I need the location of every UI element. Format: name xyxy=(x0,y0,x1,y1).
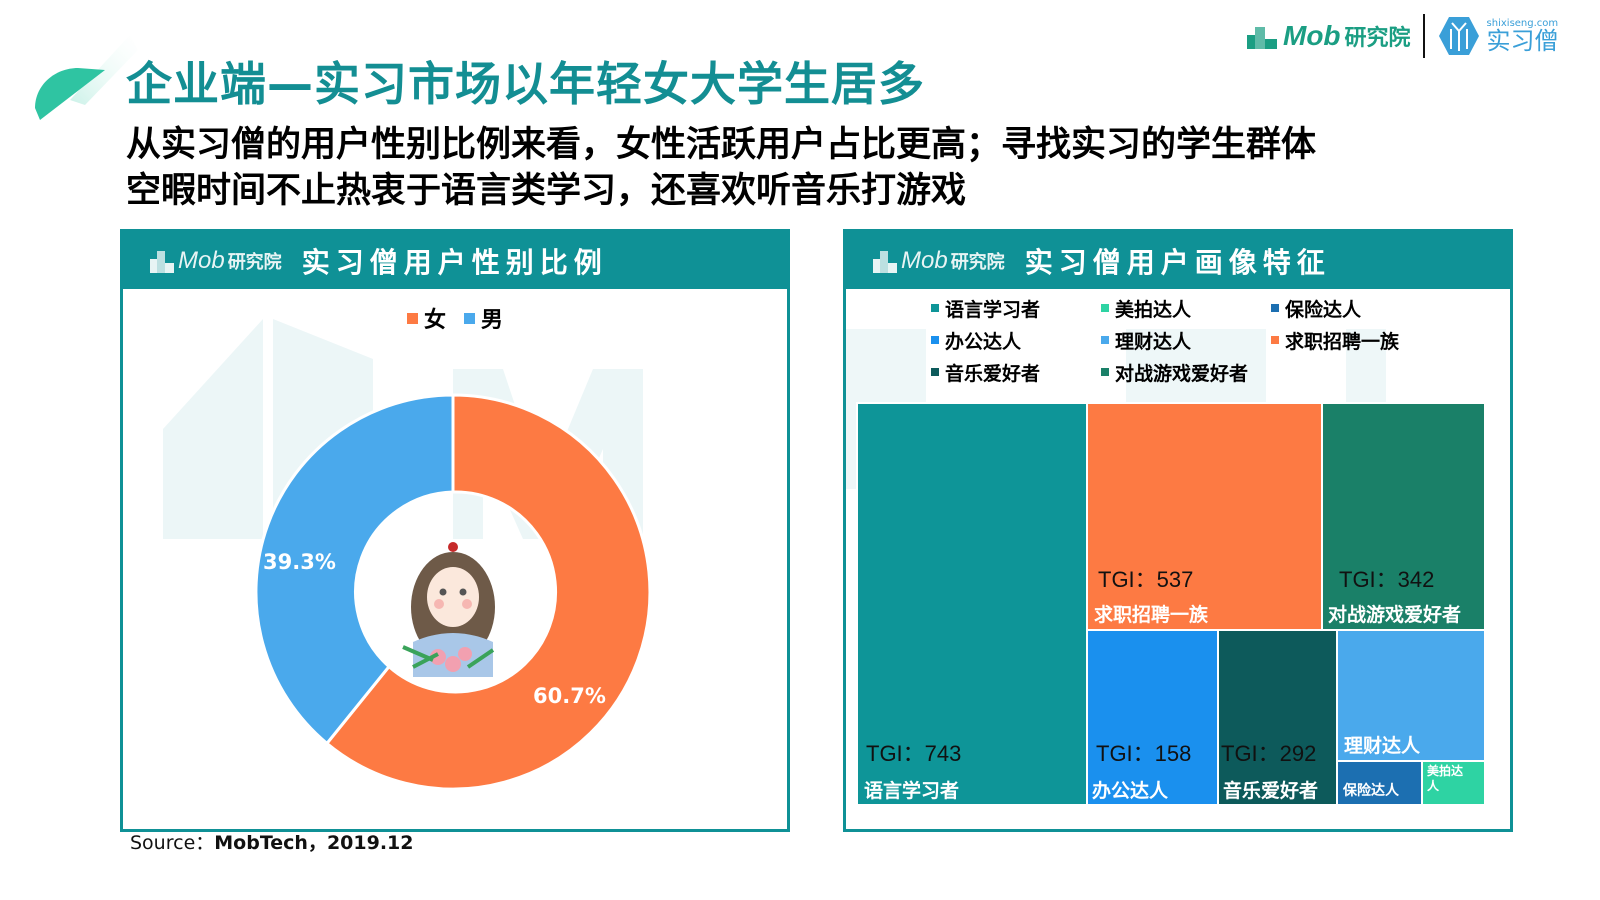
tile-name: 求职招聘一族 xyxy=(1094,604,1209,626)
tile-name: 语言学习者 xyxy=(864,780,960,802)
legend-swatch-female xyxy=(406,312,418,324)
legend-label: 对战游戏爱好者 xyxy=(1115,362,1249,385)
legend-item: 音乐爱好者 xyxy=(931,360,1101,385)
panel-header: Mob 研究院 实习僧用户画像特征 xyxy=(846,232,1510,289)
legend-item: 对战游戏爱好者 xyxy=(1101,360,1271,385)
legend-label: 男 xyxy=(481,308,504,333)
mob-logo: Mob 研究院 xyxy=(1245,20,1411,52)
legend-label: 办公达人 xyxy=(945,330,1022,353)
legend-label: 美拍达人 xyxy=(1115,298,1192,321)
female-percent-label: 60.7% xyxy=(533,684,606,708)
tile-tgi: TGI：743 xyxy=(866,741,962,766)
treemap-tile: TGI：292 音乐爱好者 xyxy=(1217,629,1338,806)
shixiseng-url: shixiseng.com xyxy=(1486,18,1559,29)
panel-mob-logo: Mob 研究院 xyxy=(149,247,282,275)
gender-ratio-panel: Mob 研究院 实习僧用户性别比例 女 男 xyxy=(120,229,790,832)
treemap-tile: 理财达人 xyxy=(1336,629,1486,762)
panel-mob-logo: Mob 研究院 xyxy=(872,247,1005,275)
legend-label: 语言学习者 xyxy=(945,298,1041,321)
panel-logo-cn: 研究院 xyxy=(227,251,282,273)
treemap-tile: TGI：743 语言学习者 xyxy=(856,402,1088,806)
logo-divider xyxy=(1422,14,1425,58)
donut-slice-female xyxy=(324,393,652,791)
treemap-legend: 语言学习者 美拍达人 保险达人 办公达人 理财达人 求职招聘一族 音乐爱好者 对… xyxy=(931,296,1471,385)
subtitle-line-2: 空暇时间不止热衷于语言类学习，还喜欢听音乐打游戏 xyxy=(126,171,967,211)
tile-name: 理财达人 xyxy=(1344,735,1421,757)
tile-tgi: TGI：537 xyxy=(1098,567,1194,592)
legend-item-female: 女 xyxy=(406,302,446,334)
shixiseng-name: 实习僧 xyxy=(1486,27,1559,55)
tile-name: 办公达人 xyxy=(1092,780,1169,802)
mob-building-icon xyxy=(873,250,897,273)
legend-label: 音乐爱好者 xyxy=(945,362,1041,385)
legend-swatch-male xyxy=(464,312,475,324)
panel-header: Mob 研究院 实习僧用户性别比例 xyxy=(123,232,787,289)
gender-legend: 女 男 xyxy=(123,302,787,334)
subtitle: 从实习僧的用户性别比例来看，女性活跃用户占比更高；寻找实习的学生群体 空暇时间不… xyxy=(126,122,1486,214)
legend-item: 办公达人 xyxy=(931,328,1101,353)
tile-tgi: TGI：158 xyxy=(1096,741,1192,766)
legend-item: 保险达人 xyxy=(1271,296,1471,321)
source-label: Source： xyxy=(130,832,215,854)
legend-item-male: 男 xyxy=(464,302,503,334)
subtitle-line-1: 从实习僧的用户性别比例来看，女性活跃用户占比更高；寻找实习的学生群体 xyxy=(126,125,1317,165)
legend-item: 求职招聘一族 xyxy=(1271,328,1471,353)
legend-item: 语言学习者 xyxy=(931,296,1101,321)
legend-label: 理财达人 xyxy=(1115,330,1192,353)
donut-slice-male xyxy=(254,393,455,746)
girl-illustration xyxy=(402,542,495,677)
shixiseng-hexagon-icon xyxy=(1438,17,1479,55)
tile-name: 音乐爱好者 xyxy=(1223,780,1319,802)
tile-tgi: TGI：292 xyxy=(1221,741,1317,766)
mob-logo-cn: 研究院 xyxy=(1344,26,1411,51)
mob-building-icon xyxy=(1247,27,1277,49)
brand-logos: Mob 研究院 shixiseng.com 实习僧 xyxy=(1245,12,1559,60)
tile-name: 保险达人 xyxy=(1343,783,1399,799)
legend-label: 求职招聘一族 xyxy=(1285,330,1400,353)
treemap-tile: TGI：537 求职招聘一族 xyxy=(1086,402,1323,631)
source-value: MobTech，2019.12 xyxy=(214,832,414,854)
tile-name: 美拍达人 xyxy=(1427,764,1464,793)
user-profile-treemap: TGI：743 语言学习者 TGI：537 求职招聘一族 TGI：342 对战游… xyxy=(856,402,1486,806)
legend-label: 女 xyxy=(423,308,446,333)
page-title: 企业端—实习市场以年轻女大学生居多 xyxy=(126,57,925,111)
tile-name: 对战游戏爱好者 xyxy=(1328,604,1462,626)
decorative-leaf-icon xyxy=(35,35,138,120)
mob-logo-text: Mob xyxy=(1283,20,1341,51)
panel-title: 实习僧用户性别比例 xyxy=(301,245,608,279)
legend-item: 美拍达人 xyxy=(1101,296,1271,321)
treemap-tile: TGI：158 办公达人 xyxy=(1086,629,1219,806)
male-percent-label: 39.3% xyxy=(263,550,336,574)
gender-donut-chart: 39.3% 60.7% xyxy=(253,392,653,792)
treemap-tile: 美拍达人 xyxy=(1421,760,1486,806)
panel-logo-text: Mob xyxy=(178,246,225,274)
panel-logo-text: Mob xyxy=(901,246,948,274)
panel-logo-cn: 研究院 xyxy=(950,251,1005,273)
mob-building-icon xyxy=(150,250,174,273)
source-note: Source：MobTech，2019.12 xyxy=(130,828,413,855)
legend-item: 理财达人 xyxy=(1101,328,1271,353)
treemap-tile: TGI：342 对战游戏爱好者 xyxy=(1321,402,1486,631)
user-profile-panel: Mob 研究院 实习僧用户画像特征 语言学习者 美拍达人 保险达人 办公达人 理… xyxy=(843,229,1513,832)
shixiseng-logo: shixiseng.com 实习僧 xyxy=(1437,15,1559,57)
tile-tgi: TGI：342 xyxy=(1339,567,1435,592)
legend-label: 保险达人 xyxy=(1285,298,1362,321)
panel-title: 实习僧用户画像特征 xyxy=(1024,245,1331,279)
treemap-tile: 保险达人 xyxy=(1336,760,1423,806)
